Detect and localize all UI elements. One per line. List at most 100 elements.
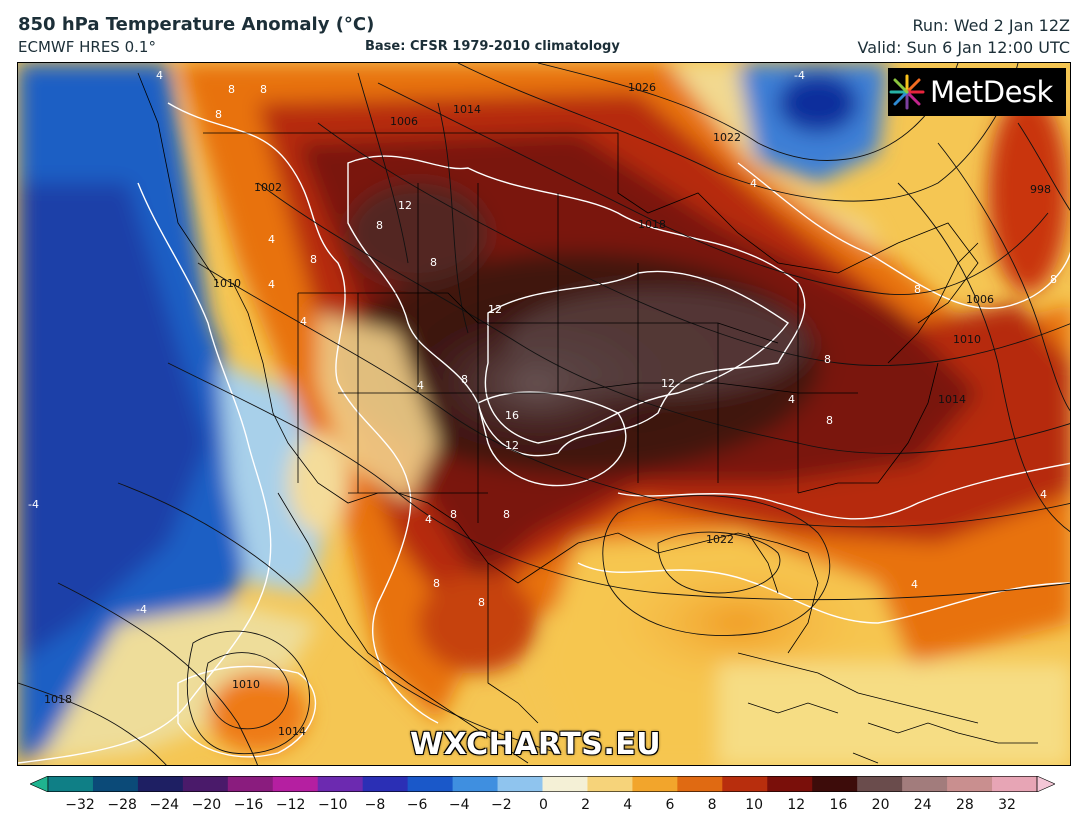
anomaly-map[interactable]: 1026 1022 1014 1006 1002 1010 1018 1006 … [17, 62, 1071, 766]
colorbar-tick-label: 28 [955, 797, 974, 813]
isobar-label: 1018 [44, 693, 72, 706]
colorbar-segment [812, 776, 858, 792]
colorbar-tick-label: 8 [707, 797, 717, 813]
colorbar-segment [857, 776, 903, 792]
anomaly-label: 4 [1040, 488, 1047, 501]
colorbar-segment [587, 776, 633, 792]
colorbar-segment [947, 776, 993, 792]
colorbar-segment [767, 776, 813, 792]
anomaly-label: 12 [505, 439, 519, 452]
anomaly-label: 4 [911, 578, 918, 591]
anomaly-label: 8 [228, 83, 235, 96]
anomaly-label: 8 [478, 596, 485, 609]
anomaly-label: 8 [430, 256, 437, 269]
colorbar-segment [48, 776, 94, 792]
anomaly-label: -4 [136, 603, 147, 616]
anomaly-contours [18, 102, 1070, 764]
anomaly-label: 8 [260, 83, 267, 96]
anomaly-label: 4 [268, 278, 275, 291]
isobar-label: 1010 [953, 333, 981, 346]
isobar-label: 1010 [232, 678, 260, 691]
colorbar-tick-label: −16 [233, 797, 264, 813]
anomaly-label: 8 [376, 219, 383, 232]
anomaly-label: 8 [1050, 273, 1057, 286]
colorbar-segment [362, 776, 409, 792]
isobars [18, 63, 1070, 765]
colorbar-tick-label: −6 [406, 797, 428, 813]
boundaries [137, 72, 1038, 764]
colorbar-tick-label: −28 [107, 797, 137, 813]
chart-title: 850 hPa Temperature Anomaly (°C) [18, 14, 375, 35]
model-label: ECMWF HRES 0.1° [18, 38, 156, 56]
isobar-label: 1018 [638, 218, 666, 231]
colorbar-segment [92, 776, 139, 792]
anomaly-label: 4 [788, 393, 795, 406]
isobar-label: 1014 [938, 393, 966, 406]
colorbar-ticks: −32 −28 −24 −20 −16 −12 −10 −8 −6 −4 −2 0 2 4 6 8 10 12 16… [0, 797, 1088, 817]
isobar-label: 998 [1030, 183, 1051, 196]
colorbar-segment [722, 776, 768, 792]
metdesk-wordmark: MetDesk [930, 75, 1053, 109]
anomaly-label: 8 [826, 414, 833, 427]
colorbar-segment [137, 776, 184, 792]
colorbar-tick-label: 20 [871, 797, 890, 813]
anomaly-label: 12 [661, 377, 675, 390]
anomaly-label: -4 [794, 69, 805, 82]
anomaly-label: 8 [824, 353, 831, 366]
anomaly-label: 8 [310, 253, 317, 266]
isobar-label: 1026 [628, 81, 656, 94]
anomaly-label: 8 [215, 108, 222, 121]
colorbar-arrow-right [1036, 775, 1056, 793]
colorbar-tick-label: 4 [623, 797, 633, 813]
anomaly-label: 8 [461, 373, 468, 386]
colorbar-arrow-left [29, 775, 49, 793]
run-time-label: Run: Wed 2 Jan 12Z [912, 16, 1070, 35]
anomaly-label: 8 [914, 283, 921, 296]
colorbar-gradient [29, 775, 1056, 793]
isobar-label: 1014 [278, 725, 306, 738]
colorbar-segment [497, 776, 543, 792]
colorbar-tick-label: −32 [65, 797, 95, 813]
isobar-label: 1022 [713, 131, 741, 144]
anomaly-label: 16 [505, 409, 519, 422]
colorbar-segment [272, 776, 319, 792]
anomaly-label: 4 [750, 177, 757, 190]
anomaly-label: 4 [425, 513, 432, 526]
colorbar-segment [452, 776, 499, 792]
isobar-label: 1006 [390, 115, 418, 128]
isobar-labels: 1026 1022 1014 1006 1002 1010 1018 1006 … [44, 81, 1051, 738]
colorbar-tick-label: 10 [745, 797, 764, 813]
isobar-label: 1022 [706, 533, 734, 546]
colorbar [29, 775, 1056, 793]
anomaly-label: 4 [417, 379, 424, 392]
colorbar-tick-label: −12 [275, 797, 306, 813]
anomaly-label: -4 [28, 498, 39, 511]
colorbar-tick-label: 0 [539, 797, 548, 813]
colorbar-tick-label: 2 [581, 797, 591, 813]
colorbar-tick-label: 32 [998, 797, 1016, 813]
colorbar-segment [542, 776, 588, 792]
anomaly-label: 8 [433, 577, 440, 590]
colorbar-tick-label: −24 [149, 797, 180, 813]
isobar-label: 1006 [966, 293, 994, 306]
colorbar-tick-label: −20 [191, 797, 222, 813]
metdesk-burst-icon [889, 74, 925, 110]
anomaly-label: 4 [268, 233, 275, 246]
anomaly-labels: 4 8 8 8 12 8 4 4 8 8 12 12 16 12 8 4 4 8… [28, 69, 1057, 616]
anomaly-label: 8 [503, 508, 510, 521]
anomaly-label: 12 [398, 199, 412, 212]
anomaly-label: 8 [450, 508, 457, 521]
colorbar-segment [227, 776, 274, 792]
anomaly-label: 12 [488, 303, 502, 316]
colorbar-segment [182, 776, 229, 792]
colorbar-segment [632, 776, 678, 792]
anomaly-label: 4 [300, 315, 307, 328]
wxcharts-watermark: WXCHARTS.EU [410, 727, 662, 762]
anomaly-label: 4 [156, 69, 163, 82]
climatology-base-label: Base: CFSR 1979-2010 climatology [365, 39, 620, 54]
colorbar-border [47, 776, 1038, 792]
colorbar-tick-label: −10 [318, 797, 348, 813]
colorbar-tick-label: 16 [829, 797, 848, 813]
colorbar-tick-label: 12 [787, 797, 806, 813]
isobar-label: 1014 [453, 103, 481, 116]
